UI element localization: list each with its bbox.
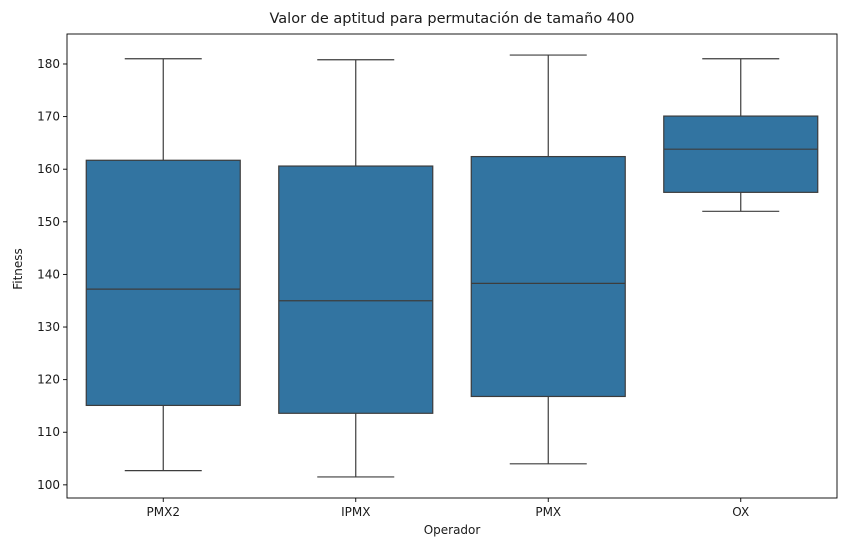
y-axis-label: Fitness: [11, 248, 25, 290]
y-tick-label: 150: [37, 215, 60, 229]
y-tick-label: 130: [37, 320, 60, 334]
box-pmx: [470, 155, 626, 398]
y-tick-label: 110: [37, 425, 60, 439]
x-tick-label: IPMX: [341, 505, 370, 519]
y-tick-label: 100: [37, 478, 60, 492]
x-tick-label: PMX: [535, 505, 561, 519]
plot-frame: [66, 33, 838, 499]
x-tick-label: PMX2: [147, 505, 180, 519]
y-tick-label: 180: [37, 57, 60, 71]
box-ipmx: [278, 165, 434, 414]
x-axis-label: Operador: [424, 523, 481, 537]
x-tick-label: OX: [732, 505, 749, 519]
plot-area: 100 110 120 130 140 150 160 170 180 PMX2 IPMX PMX OX: [37, 33, 838, 519]
chart-title: Valor de aptitud para permutación de tam…: [270, 11, 635, 27]
y-tick-label: 120: [37, 373, 60, 387]
box-pmx2: [85, 159, 241, 407]
y-tick-label: 160: [37, 162, 60, 176]
box-ox: [663, 115, 819, 193]
y-tick-label: 170: [37, 110, 60, 124]
y-tick-label: 140: [37, 267, 60, 281]
